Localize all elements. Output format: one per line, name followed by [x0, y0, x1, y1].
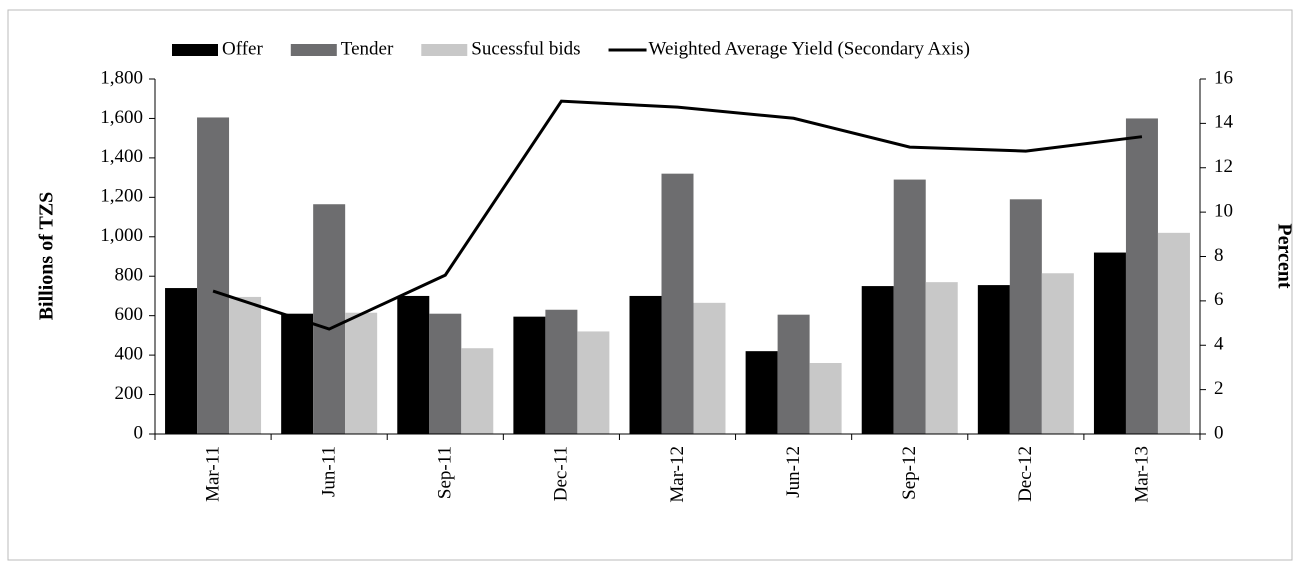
bar	[281, 313, 314, 434]
x-tick-label: Mar-13	[1131, 446, 1152, 503]
legend-label: Sucessful bids	[471, 38, 580, 59]
y-tick-label: 0	[134, 422, 144, 443]
bar	[777, 314, 810, 434]
x-tick-label: Jun-12	[783, 446, 804, 498]
x-tick-label: Sep-12	[899, 446, 920, 500]
bar	[1041, 273, 1074, 434]
bar	[1009, 199, 1042, 434]
bar	[229, 296, 262, 434]
y2-tick-label: 8	[1214, 245, 1224, 266]
y-tick-label: 1,400	[100, 146, 143, 167]
y-tick-label: 1,800	[100, 67, 143, 88]
y-tick-label: 800	[115, 265, 144, 286]
bar	[745, 351, 778, 434]
bar	[345, 312, 378, 434]
bar	[513, 316, 546, 434]
bar	[545, 309, 578, 434]
y-tick-label: 1,200	[100, 186, 143, 207]
bar	[1125, 118, 1158, 434]
y-tick-label: 400	[115, 343, 144, 364]
y-tick-label: 600	[115, 304, 144, 325]
y-axis-title: Billions of TZS	[36, 192, 58, 321]
bar	[977, 285, 1010, 434]
bar	[925, 282, 958, 434]
legend-label: Tender	[341, 38, 394, 59]
bar	[893, 179, 926, 434]
bar	[429, 313, 462, 434]
line-series	[212, 99, 1143, 331]
x-tick-label: Mar-12	[667, 446, 688, 503]
bar	[1093, 252, 1126, 434]
y2-tick-label: 4	[1214, 334, 1224, 355]
bar	[461, 348, 494, 434]
y2-tick-label: 16	[1214, 67, 1233, 88]
y2-tick-label: 14	[1214, 112, 1234, 133]
bar	[397, 295, 430, 434]
legend-swatch	[290, 44, 337, 56]
chart-border	[7, 9, 1293, 561]
legend-swatch	[172, 44, 218, 56]
bar	[1157, 232, 1190, 434]
x-tick-label: Mar-11	[202, 446, 223, 502]
legend-swatch	[421, 44, 468, 56]
bar	[809, 363, 842, 434]
x-tick-label: Sep-11	[435, 446, 456, 499]
y-tick-label: 1,600	[100, 107, 143, 128]
bar	[197, 117, 230, 434]
legend-label: Offer	[222, 38, 263, 59]
y-tick-label: 1,000	[100, 225, 143, 246]
y2-tick-label: 12	[1214, 156, 1233, 177]
bar	[629, 295, 662, 434]
bar	[861, 286, 894, 434]
x-tick-label: Dec-12	[1015, 446, 1036, 502]
bar	[577, 331, 610, 434]
y2-tick-label: 2	[1214, 378, 1224, 399]
x-tick-label: Dec-11	[551, 446, 572, 501]
y2-tick-label: 10	[1214, 200, 1233, 221]
y-tick-label: 200	[115, 383, 144, 404]
bar	[661, 173, 694, 434]
y2-axis-title: Percent	[1273, 223, 1295, 288]
bar	[165, 288, 198, 434]
bar	[313, 204, 346, 434]
x-tick-label: Jun-11	[319, 446, 340, 497]
bar	[693, 302, 726, 434]
y2-tick-label: 0	[1214, 422, 1224, 443]
y2-tick-label: 6	[1214, 289, 1224, 310]
legend-label: Weighted Average Yield (Secondary Axis)	[649, 38, 970, 59]
